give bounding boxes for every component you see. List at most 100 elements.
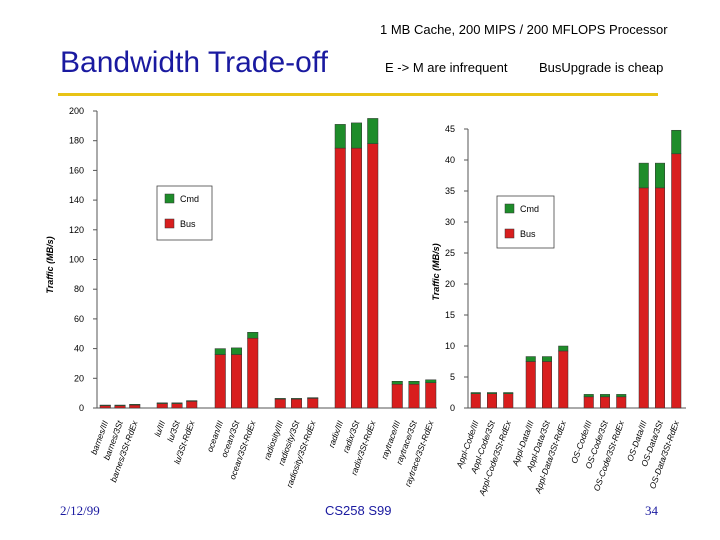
chart2-bar-cmd <box>525 356 536 362</box>
chart1-y-tick-label: 60 <box>74 314 84 324</box>
chart2-bar-bus <box>470 393 481 409</box>
chart1-bar-bus <box>408 383 420 409</box>
chart1-bar-cmd <box>156 402 168 404</box>
chart1-bar-cmd <box>247 332 259 339</box>
chart1-bar-cmd <box>186 400 198 402</box>
chart2-legend-label-cmd: Cmd <box>520 204 539 214</box>
chart2-y-tick-label: 45 <box>445 124 455 134</box>
chart1-bar-cmd <box>291 398 302 400</box>
chart1-y-tick-label: 80 <box>74 284 84 294</box>
note-infrequent: E -> M are infrequent <box>385 60 508 75</box>
chart1-bar-bus <box>129 404 141 409</box>
chart1-legend-swatch-bus <box>164 218 175 229</box>
chart1-bar-cmd <box>307 397 319 399</box>
note-busupgrade: BusUpgrade is cheap <box>539 60 664 75</box>
footer-date: 2/12/99 <box>60 503 100 518</box>
chart1-bar-cmd <box>114 404 126 407</box>
chart2-bar-cmd <box>470 392 481 394</box>
chart2-legend-swatch-bus <box>504 228 515 239</box>
chart2-y-tick-label: 30 <box>445 217 455 227</box>
chart1-legend-label-cmd: Cmd <box>180 194 199 204</box>
chart2-bar-cmd <box>558 345 569 352</box>
chart2-y-axis-label: Traffic (MB/s) <box>431 243 441 300</box>
chart2-legend-label-bus: Bus <box>520 229 536 239</box>
title-divider <box>58 93 658 96</box>
chart1-bar-bus <box>99 405 111 409</box>
chart1-bar-bus <box>156 403 168 409</box>
chart2-y-tick-label: 20 <box>445 279 455 289</box>
chart1-legend-label-bus: Bus <box>180 219 196 229</box>
chart2-y-tick-label: 35 <box>445 186 455 196</box>
chart1-y-tick-label: 120 <box>69 225 84 235</box>
footer-page-number: 34 <box>645 503 658 518</box>
chart1-bar-cmd <box>129 404 141 406</box>
chart1-y-tick-label: 40 <box>74 344 84 354</box>
chart1-y-tick-label: 0 <box>79 403 84 413</box>
chart2-y-tick-label: 15 <box>445 310 455 320</box>
chart1-bar-cmd <box>274 398 286 400</box>
chart1-bar-cmd <box>231 347 242 355</box>
chart2-bar-bus <box>655 187 665 409</box>
chart1-x-tick-label: lu/III <box>152 419 167 438</box>
chart2-bar-bus <box>487 393 497 409</box>
footer-course: CS258 S99 <box>325 503 392 518</box>
chart2-bar-bus <box>583 396 594 409</box>
chart2-y-tick-label: 25 <box>445 248 455 258</box>
chart2-y-tick-label: 5 <box>450 372 455 382</box>
chart2-bar-cmd <box>655 162 665 189</box>
chart1-bar-bus <box>334 147 346 409</box>
chart2-bar-bus <box>558 350 569 409</box>
chart1-bar-bus <box>114 405 126 409</box>
chart2-bar-bus <box>542 361 552 409</box>
chart1-bar-cmd <box>171 402 183 404</box>
chart2-bar-bus <box>525 361 536 409</box>
slide-title: Bandwidth Trade-off <box>60 46 328 79</box>
chart1-bar-bus <box>247 337 259 409</box>
chart1-bar-bus <box>231 354 242 409</box>
chart1-bar-bus <box>186 401 198 409</box>
chart2-bar-bus <box>638 187 649 409</box>
chart1-bar-bus <box>291 398 302 409</box>
chart1-y-tick-label: 200 <box>69 106 84 116</box>
chart1-bar-bus <box>391 383 403 409</box>
chart2-bar-cmd <box>583 394 594 398</box>
chart2-bar-bus <box>600 396 610 409</box>
chart2-bar-bus <box>616 396 627 409</box>
chart2-bar-bus <box>503 393 514 409</box>
chart1-bar-bus <box>307 398 319 409</box>
chart1-bar-bus <box>274 398 286 409</box>
chart-subtitle: 1 MB Cache, 200 MIPS / 200 MFLOPS Proces… <box>380 22 668 37</box>
chart1-y-tick-label: 180 <box>69 136 84 146</box>
chart2-bar-cmd <box>503 392 514 394</box>
chart2-y-tick-label: 10 <box>445 341 455 351</box>
chart2-bar-cmd <box>487 392 497 394</box>
chart1-bar-cmd <box>99 404 111 407</box>
chart1-bar-bus <box>367 143 379 409</box>
chart2-y-tick-label: 40 <box>445 155 455 165</box>
chart1-legend-swatch-cmd <box>164 193 175 204</box>
chart2-bar-bus <box>671 153 682 409</box>
chart1-bar-cmd <box>334 124 346 149</box>
chart1-bar-bus <box>171 403 183 409</box>
chart1-bar-bus <box>425 382 437 409</box>
chart1-bar-cmd <box>214 348 226 355</box>
chart1-y-tick-label: 100 <box>69 255 84 265</box>
chart2-bar-cmd <box>542 356 552 362</box>
chart2-bar-cmd <box>671 129 682 155</box>
chart1-y-tick-label: 20 <box>74 373 84 383</box>
chart1-bar-cmd <box>351 122 362 149</box>
chart1-bar-cmd <box>367 118 379 144</box>
chart2-bar-cmd <box>600 394 610 398</box>
chart1-bar-cmd <box>391 381 403 385</box>
chart2-bar-cmd <box>616 394 627 398</box>
chart1-bar-bus <box>351 147 362 409</box>
chart2-legend-swatch-cmd <box>504 203 515 214</box>
chart1-y-tick-label: 160 <box>69 165 84 175</box>
chart1-bar-cmd <box>408 381 420 385</box>
chart1-bar-cmd <box>425 379 437 384</box>
chart1-y-axis-label: Traffic (MB/s) <box>45 236 55 293</box>
chart1-bar-bus <box>214 354 226 409</box>
chart2-y-tick-label: 0 <box>450 403 455 413</box>
chart1-y-tick-label: 140 <box>69 195 84 205</box>
